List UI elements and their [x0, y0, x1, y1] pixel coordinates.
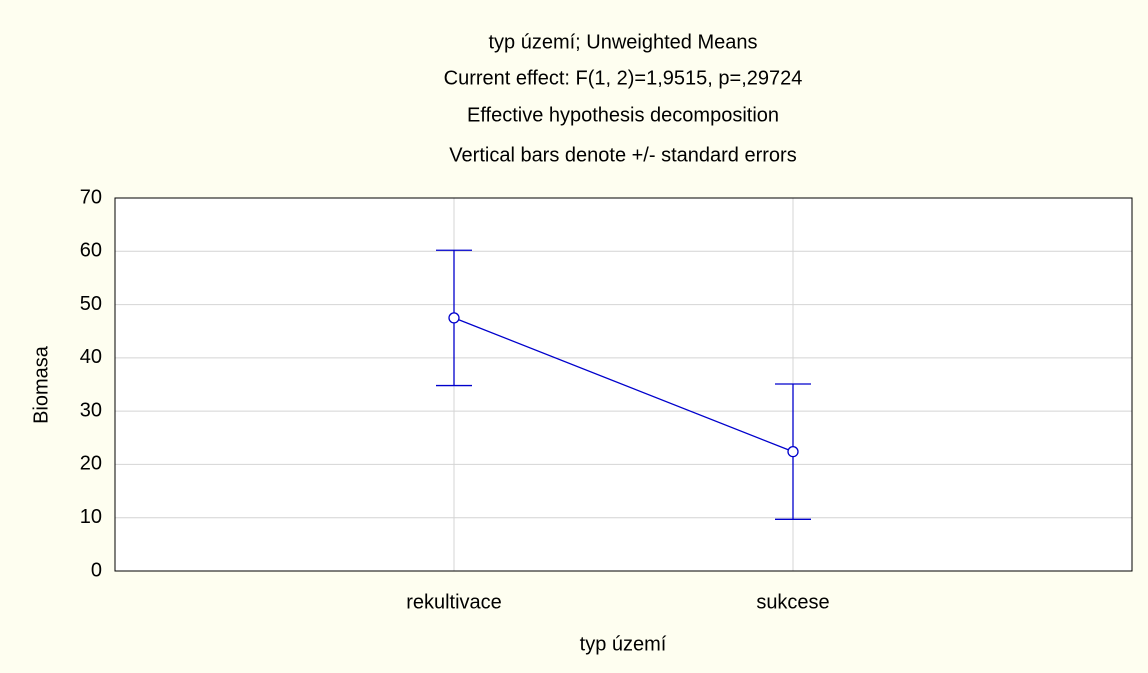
x-axis-label: typ území — [580, 633, 667, 655]
chart-subtitle: Vertical bars denote +/- standard errors — [449, 144, 796, 166]
x-tick-label: sukcese — [756, 591, 829, 613]
y-tick-label: 70 — [80, 186, 102, 208]
series-line — [453, 317, 794, 453]
x-tick-label: rekultivace — [406, 591, 502, 613]
y-axis-label: Biomasa — [30, 345, 52, 424]
y-tick-label: 40 — [80, 346, 102, 368]
y-tick-label: 20 — [80, 453, 102, 475]
chart-title: typ území; Unweighted Means — [488, 31, 757, 53]
y-tick-label: 0 — [91, 559, 102, 581]
point-marker — [448, 312, 460, 324]
y-tick-label: 50 — [80, 293, 102, 315]
chart-subtitle: Current effect: F(1, 2)=1,9515, p=,29724 — [444, 67, 803, 89]
plot-border — [114, 197, 1133, 572]
y-tick-label: 10 — [80, 506, 102, 528]
point-marker — [787, 445, 799, 458]
y-tick-label: 60 — [80, 240, 102, 262]
chart-subtitle: Effective hypothesis decomposition — [467, 104, 779, 126]
y-tick-label: 30 — [80, 399, 102, 421]
